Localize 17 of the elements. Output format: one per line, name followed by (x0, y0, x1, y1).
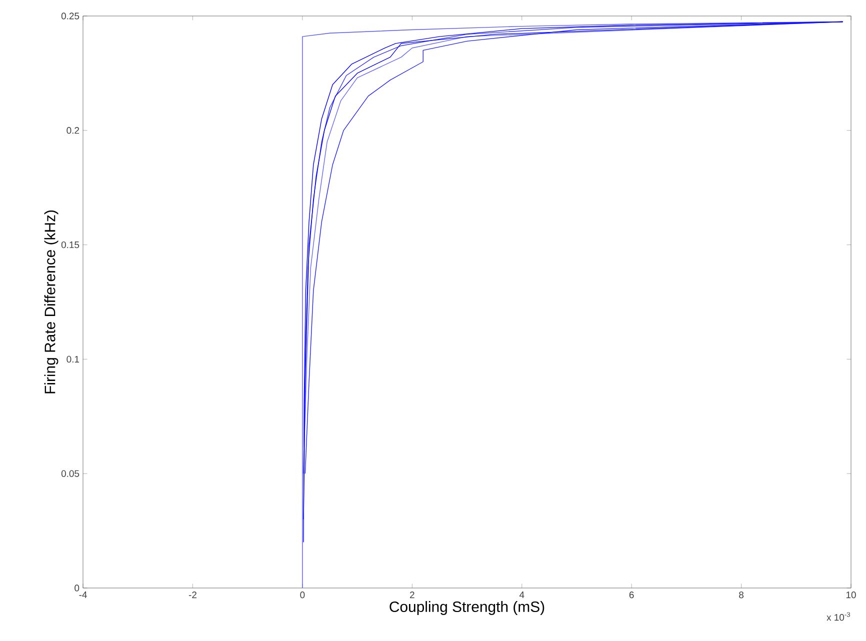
text: x 10$^{-3}$ (826, 612, 850, 621)
x-tick-label: 0 (300, 592, 305, 598)
x-tick-label: 10 (846, 592, 856, 598)
y-tick-label: 0.25 (61, 12, 80, 20)
y-tick-label: 0 (74, 584, 80, 592)
x-axis-title: Coupling Strength (mS) (390, 601, 544, 615)
x-tick-label: 2 (410, 592, 414, 598)
x-tick-label: 4 (519, 592, 524, 598)
x-tick-label: -4 (79, 592, 87, 598)
y-tick-label: 0.05 (61, 470, 80, 477)
y-axis-title: Firing Rate Difference (kHz) (44, 210, 58, 394)
y-tick-label: 0.1 (66, 356, 80, 363)
y-tick-label: 0.15 (61, 241, 80, 248)
y-tick-label: 0.2 (66, 127, 80, 134)
x-tick-label: 8 (739, 592, 744, 598)
x-tick-label: -2 (188, 592, 196, 598)
x-tick-label: 6 (629, 592, 634, 598)
